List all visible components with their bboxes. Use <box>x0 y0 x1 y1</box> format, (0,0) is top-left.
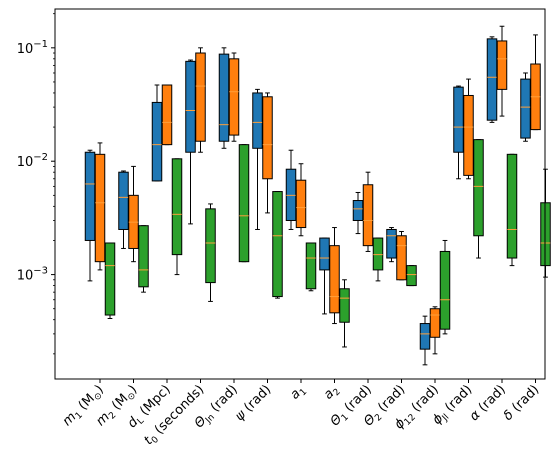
y-tick-label: 10−2 <box>17 152 48 170</box>
box-iqr <box>185 60 196 153</box>
box-iqr <box>372 237 384 271</box>
box-iqr <box>218 53 230 142</box>
box-series-1-cat-5 <box>218 47 230 149</box>
box-series-3-cat-7 <box>305 242 317 292</box>
box-series-3-cat-13 <box>506 153 518 267</box>
box-iqr <box>506 153 518 259</box>
box-iqr <box>228 58 240 136</box>
box-series-3-cat-1 <box>104 242 116 319</box>
box-iqr <box>520 78 531 139</box>
box-iqr <box>104 242 116 316</box>
box-iqr <box>305 242 317 290</box>
box-iqr <box>84 151 96 241</box>
box-iqr <box>453 86 464 153</box>
box-series-2-cat-9 <box>362 171 374 252</box>
box-series-1-cat-10 <box>386 227 397 263</box>
box-iqr <box>352 200 364 221</box>
box-series-2-cat-3 <box>161 84 173 146</box>
y-tick-label: 10−1 <box>17 39 48 57</box>
box-series-3-cat-5 <box>238 144 250 263</box>
box-iqr <box>138 225 149 288</box>
box-series-1-cat-13 <box>486 36 498 123</box>
box-series-3-cat-9 <box>372 237 384 282</box>
box-series-2-cat-5 <box>228 52 240 142</box>
box-series-3-cat-8 <box>339 279 350 348</box>
box-series-2-cat-8 <box>329 227 340 325</box>
y-axis: 10−3 10−2 10−1 <box>17 13 55 355</box>
box-series-3-cat-4 <box>205 203 216 302</box>
box-iqr <box>295 179 307 229</box>
box-iqr <box>362 184 374 247</box>
box-iqr <box>419 323 431 350</box>
box-series-2-cat-10 <box>396 230 407 281</box>
box-iqr <box>252 92 263 149</box>
box-series-3-cat-6 <box>272 191 283 299</box>
box-iqr <box>339 288 350 323</box>
box-iqr <box>473 139 484 237</box>
box-iqr <box>118 171 129 230</box>
box-series-3-cat-10 <box>406 265 417 287</box>
box-iqr <box>94 153 106 263</box>
box-series-1-cat-14 <box>520 72 531 142</box>
box-series-3-cat-11 <box>439 239 451 335</box>
plot-frame <box>54 8 546 380</box>
box-iqr <box>319 237 330 271</box>
series-2 <box>94 25 541 355</box>
box-iqr <box>161 84 173 146</box>
box-iqr <box>386 228 397 259</box>
box-iqr <box>486 38 498 121</box>
box-series-3-cat-2 <box>138 225 149 293</box>
box-iqr <box>272 191 283 298</box>
boxes-layer <box>84 25 551 366</box>
x-tick-label: m1 (M⊙) <box>60 382 108 430</box>
box-series-2-cat-2 <box>128 165 139 263</box>
box-series-2-cat-7 <box>295 163 307 237</box>
y-tick-label: 10−3 <box>17 266 48 284</box>
box-series-3-cat-12 <box>473 139 484 259</box>
box-iqr <box>262 96 273 180</box>
box-iqr <box>463 94 474 176</box>
box-iqr <box>195 52 206 142</box>
box-iqr <box>496 40 508 90</box>
box-iqr <box>329 245 340 314</box>
series-3 <box>104 139 551 348</box>
box-series-2-cat-1 <box>94 142 106 271</box>
box-series-2-cat-6 <box>262 92 273 214</box>
box-series-2-cat-14 <box>530 34 541 131</box>
box-series-2-cat-13 <box>496 25 508 117</box>
box-iqr <box>151 101 163 182</box>
box-iqr <box>396 235 407 281</box>
box-series-3-cat-3 <box>171 158 183 276</box>
box-iqr <box>171 158 183 256</box>
box-iqr <box>406 265 417 287</box>
box-iqr <box>205 208 216 284</box>
box-series-2-cat-12 <box>463 78 474 180</box>
series-1 <box>84 36 531 366</box>
box-iqr <box>238 144 250 263</box>
box-iqr <box>429 308 441 338</box>
box-iqr <box>439 250 451 330</box>
box-series-2-cat-4 <box>195 47 206 153</box>
